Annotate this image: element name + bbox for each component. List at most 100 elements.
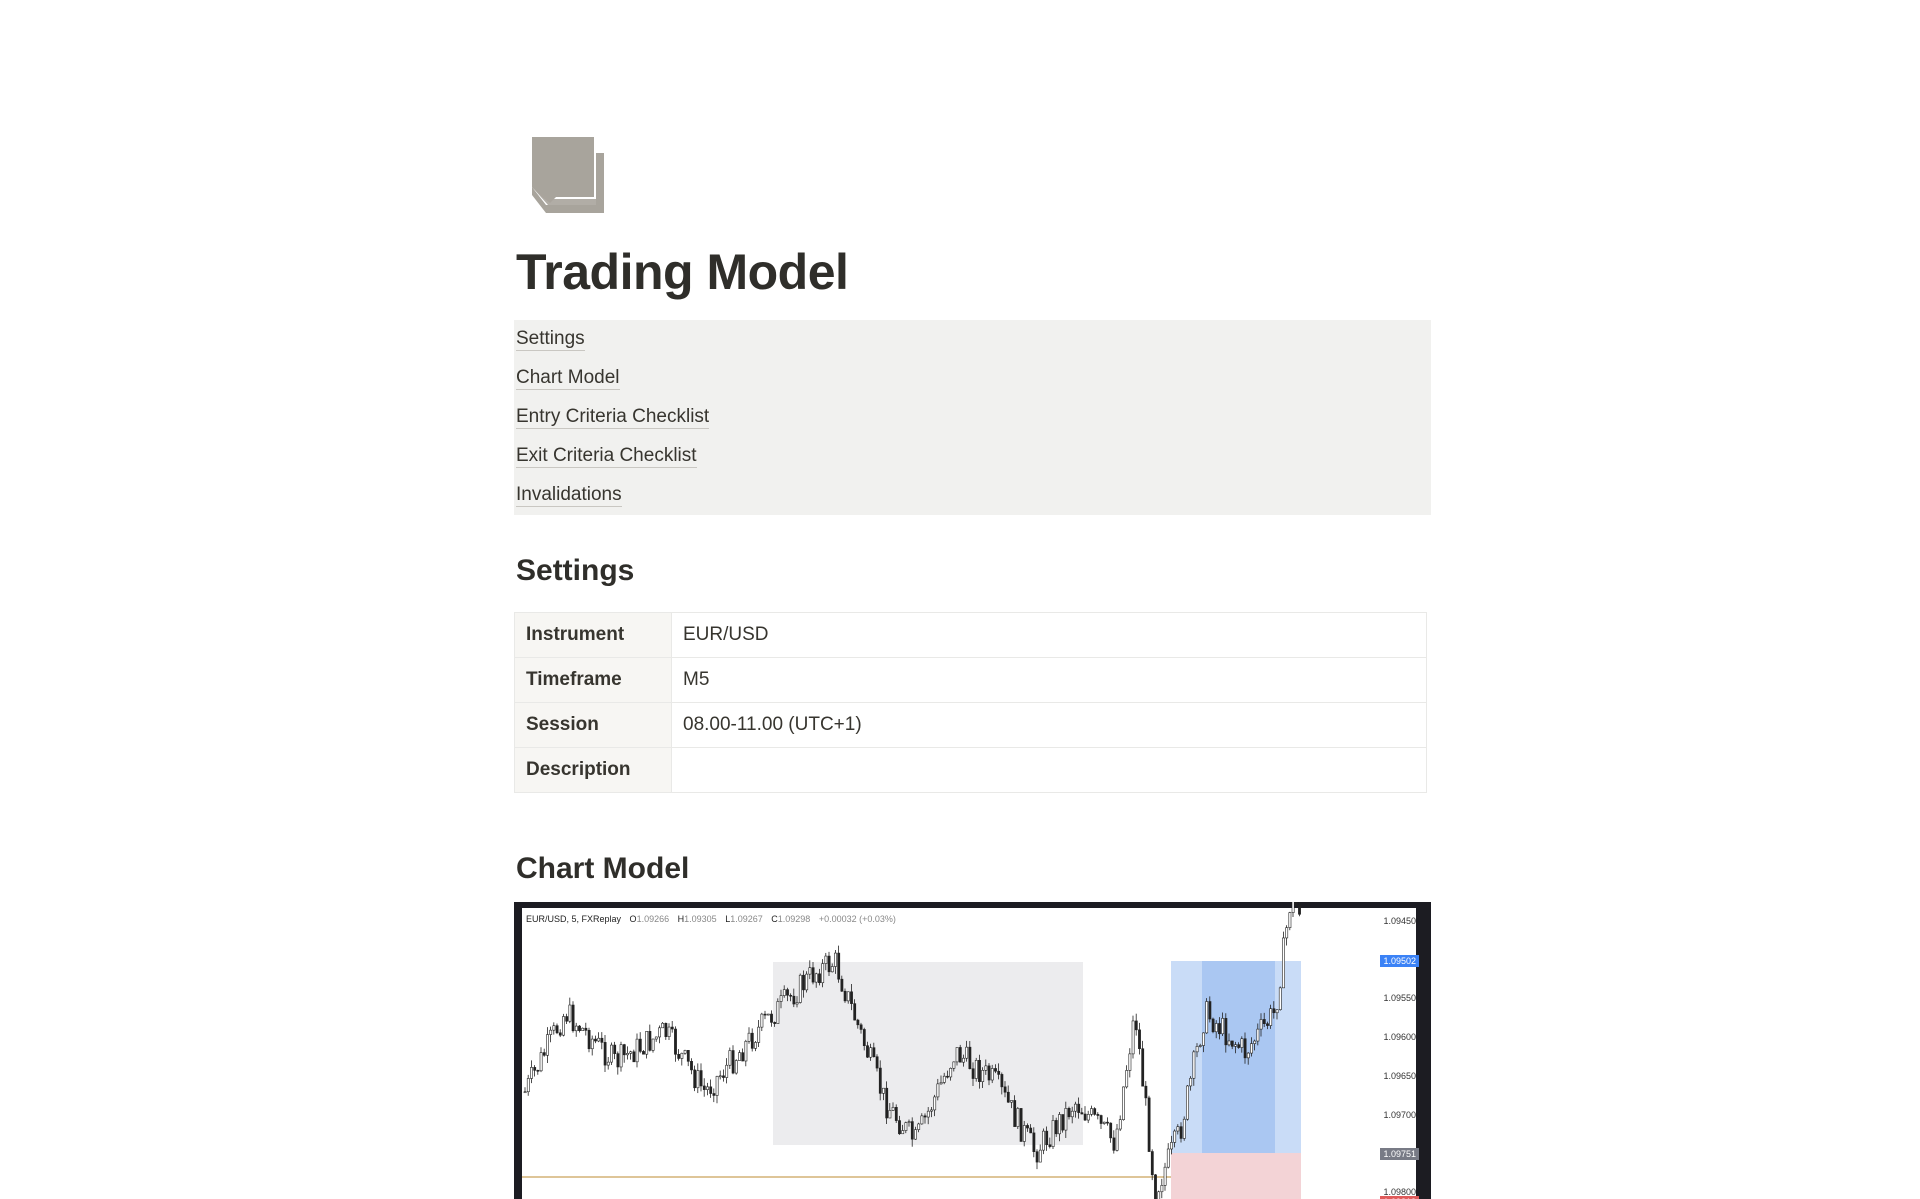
candle-body	[795, 1002, 799, 1005]
candle-body	[955, 1047, 959, 1063]
toc-link-invalidations[interactable]: Invalidations	[516, 484, 622, 507]
candle-body	[971, 1068, 975, 1079]
row-key: Timeframe	[514, 657, 672, 703]
candle-body	[933, 1096, 937, 1111]
candle-body	[939, 1082, 943, 1085]
candle-body	[747, 1032, 751, 1042]
toc-link-exit-criteria[interactable]: Exit Criteria Checklist	[516, 445, 697, 468]
row-key: Description	[514, 747, 672, 793]
candle-body	[811, 967, 815, 983]
candle-body	[1045, 1130, 1049, 1146]
candle-body	[683, 1050, 687, 1054]
candle-body	[619, 1044, 623, 1068]
candle-body	[894, 1107, 898, 1121]
settings-table: Instrument EUR/USD Timeframe M5 Session 08.…	[514, 612, 1427, 793]
candle-body	[837, 952, 841, 980]
toc-link-settings[interactable]: Settings	[516, 328, 585, 351]
candle-body	[766, 1013, 770, 1016]
candle-body	[632, 1051, 636, 1063]
candle-body	[853, 1003, 857, 1021]
candle-body	[824, 955, 828, 964]
candle-body	[523, 1091, 527, 1094]
candle-body	[942, 1075, 946, 1083]
candle-body	[917, 1123, 921, 1130]
chart-image[interactable]: EUR/USD, 5, FXReplay O1.09266 H1.09305 L…	[514, 902, 1431, 1199]
candle-body	[859, 1024, 863, 1030]
candle-body	[978, 1060, 981, 1082]
candle-body	[798, 974, 802, 1003]
candle-body	[1147, 1097, 1151, 1152]
candle-body	[590, 1038, 594, 1050]
candle-body	[981, 1069, 985, 1082]
candle-body	[856, 1019, 860, 1026]
stop-zone	[1171, 1153, 1301, 1199]
candle-body	[974, 1060, 978, 1079]
candle-body	[1013, 1100, 1017, 1127]
candle-body	[600, 1037, 604, 1043]
candle-body	[846, 991, 850, 1002]
candle-body	[997, 1070, 1001, 1075]
candle-body	[757, 1026, 761, 1043]
candle-body	[891, 1107, 895, 1111]
candle-body	[738, 1052, 741, 1061]
price-marker-label: 1.09751	[1380, 1147, 1419, 1160]
candle-body	[1112, 1137, 1116, 1151]
candle-body	[1032, 1132, 1036, 1152]
row-key: Session	[514, 702, 672, 748]
price-tick-label: 1.09800	[1383, 1186, 1416, 1197]
candle-body	[1064, 1108, 1068, 1131]
candle-body	[664, 1022, 668, 1037]
row-value[interactable]: M5	[671, 657, 1427, 703]
candle-body	[594, 1038, 597, 1042]
candle-body	[638, 1038, 642, 1052]
candle-body	[898, 1120, 901, 1135]
candle-body	[1077, 1103, 1081, 1113]
chart-header: EUR/USD, 5, FXReplay O1.09266 H1.09305 L…	[526, 914, 902, 924]
candle-body	[962, 1057, 965, 1063]
candle-body	[562, 1016, 565, 1036]
candle-body	[990, 1068, 994, 1081]
target-zone-inner	[1202, 961, 1275, 1153]
candle-body	[1016, 1108, 1020, 1127]
candle-body	[1061, 1114, 1065, 1131]
candle-body	[1256, 1028, 1260, 1042]
candle-body	[526, 1078, 530, 1093]
candle-body	[702, 1085, 706, 1090]
candle-body	[1096, 1114, 1100, 1116]
candle-body	[635, 1038, 639, 1063]
candle-body	[1150, 1151, 1154, 1176]
candle-body	[914, 1129, 917, 1140]
candle-body	[1160, 1185, 1164, 1193]
candle-body	[984, 1065, 988, 1071]
candle-body	[1275, 1009, 1279, 1014]
candle-body	[1214, 1023, 1218, 1033]
row-value[interactable]: EUR/USD	[671, 612, 1427, 658]
candle-body	[923, 1115, 927, 1118]
candle-body	[926, 1110, 930, 1118]
candle-body	[552, 1025, 556, 1031]
candle-body	[830, 966, 834, 973]
candle-body	[648, 1031, 652, 1051]
candle-body	[1048, 1144, 1052, 1147]
candle-body	[1166, 1148, 1170, 1168]
candle-body	[584, 1027, 588, 1031]
toc-link-entry-criteria[interactable]: Entry Criteria Checklist	[516, 406, 710, 429]
toc-link-chart-model[interactable]: Chart Model	[516, 367, 620, 390]
candle-body	[949, 1067, 953, 1078]
candle-body	[754, 1042, 757, 1049]
candle-body	[1006, 1091, 1010, 1103]
close-value: 1.09298	[777, 914, 811, 924]
candle-body	[549, 1029, 553, 1035]
candle-body	[878, 1067, 882, 1094]
candle-body	[654, 1036, 658, 1040]
candle-body	[1259, 1019, 1263, 1030]
candle-body	[1230, 1040, 1234, 1047]
table-row: Session 08.00-11.00 (UTC+1)	[514, 702, 1427, 748]
row-value[interactable]: 08.00-11.00 (UTC+1)	[671, 702, 1427, 748]
candle-body	[805, 973, 809, 991]
candle-body	[1026, 1125, 1029, 1129]
candle-body	[1195, 1046, 1199, 1053]
candle-body	[792, 995, 796, 1005]
row-value[interactable]	[671, 747, 1427, 793]
candle-body	[686, 1050, 690, 1062]
